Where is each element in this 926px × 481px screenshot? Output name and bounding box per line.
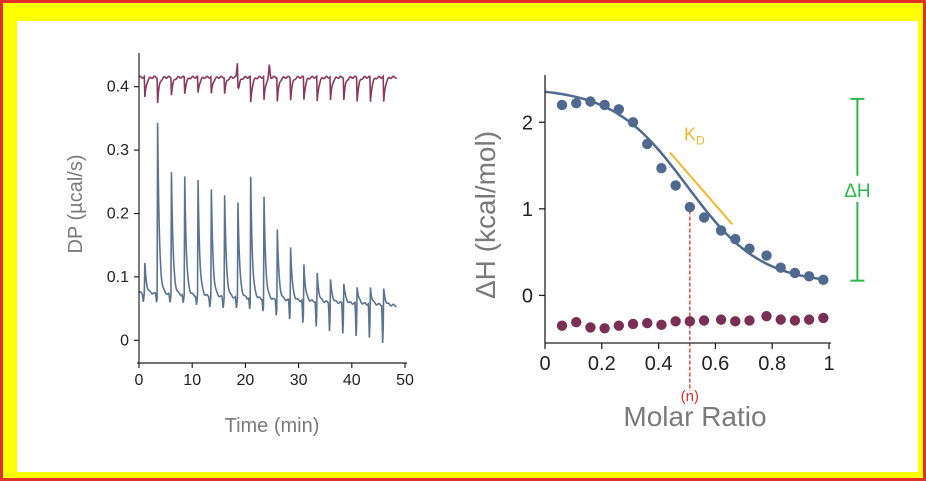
data-point-0	[715, 225, 727, 236]
data-point-1	[761, 310, 772, 322]
data-point-0	[571, 98, 582, 109]
left-x-tick-label: 40	[343, 372, 361, 389]
data-point-0	[556, 99, 568, 111]
right-x-tick-label: 0.2	[588, 353, 616, 375]
data-point-0	[803, 271, 815, 282]
left-y-tick-label: 0.2	[107, 206, 129, 223]
fit-curve	[544, 90, 824, 281]
data-point-0	[761, 250, 772, 261]
dp-trace-0	[138, 63, 398, 104]
left-x-tick-label: 50	[396, 372, 414, 389]
left-x-tick-label: 20	[237, 372, 255, 389]
right-y-tick-label: 2	[522, 112, 533, 134]
data-point-1	[571, 317, 582, 328]
data-point-1	[585, 322, 596, 333]
data-point-1	[670, 316, 681, 327]
data-point-0	[670, 180, 681, 191]
data-point-0	[744, 243, 755, 254]
dp-time-chart: 0 0.1 0.2 0.3 0.4 0 10 20 30 40 50 Time (min) DP (µc…	[65, 53, 414, 437]
data-point-1	[642, 317, 653, 329]
data-point-0	[698, 212, 710, 223]
left-y-axis-title: DP (µcal/s)	[65, 155, 87, 254]
data-point-1	[818, 312, 829, 324]
right-y-tick-label: 0	[522, 285, 533, 307]
data-point-1	[627, 318, 639, 330]
data-point-1	[744, 315, 755, 326]
kd-label: KD	[684, 125, 705, 148]
data-point-0	[599, 99, 610, 111]
n-label: (n)	[681, 388, 699, 405]
right-x-axis-title: Molar Ratio	[623, 401, 766, 432]
data-point-0	[789, 267, 801, 279]
kd-label-sub: D	[696, 134, 705, 148]
dh-label-bg	[837, 175, 878, 202]
left-x-tick-label: 30	[290, 372, 308, 389]
right-x-tick-label: 1	[823, 353, 834, 375]
dp-trace-1	[138, 122, 397, 344]
data-point-1	[789, 315, 801, 326]
left-y-tick-label: 0.1	[107, 269, 129, 286]
right-x-tick-label: 0	[539, 353, 550, 375]
left-y-tick-label: 0.3	[107, 142, 129, 159]
dh-label: ΔH	[844, 181, 870, 202]
right-y-axis-title: ΔH (kcal/mol)	[470, 131, 501, 299]
data-point-1	[730, 316, 741, 327]
data-point-0	[818, 274, 829, 286]
data-point-1	[599, 323, 610, 334]
data-point-0	[656, 162, 667, 174]
left-x-tick-label: 0	[135, 372, 144, 389]
right-y-tick-label: 1	[522, 199, 533, 221]
data-point-0	[613, 104, 625, 115]
right-x-tick-label: 0.6	[701, 353, 729, 375]
data-point-1	[684, 316, 696, 327]
figure-panel: 0 0.1 0.2 0.3 0.4 0 10 20 30 40 50 Time (min) DP (µc…	[17, 21, 918, 472]
data-point-0	[775, 262, 786, 273]
kd-slope-line	[669, 151, 734, 226]
left-y-tick-label: 0.4	[107, 79, 129, 96]
left-x-tick-label: 10	[183, 372, 201, 389]
data-point-1	[656, 319, 667, 331]
data-point-0	[627, 117, 639, 128]
right-x-tick-label: 0.8	[758, 353, 786, 375]
data-point-1	[803, 314, 815, 325]
enthalpy-molar-ratio-chart: KD ΔH (n) 0 1 2 0 0.2 0.4 0.6 0.8 1 Molar Ratio ΔH (k…	[470, 75, 878, 432]
data-point-1	[613, 320, 625, 331]
data-point-0	[684, 201, 696, 213]
left-x-axis-title: Time (min)	[225, 415, 320, 437]
data-point-0	[730, 233, 741, 245]
data-point-1	[715, 314, 727, 325]
right-x-tick-label: 0.4	[645, 353, 673, 375]
kd-label-main: K	[684, 125, 696, 145]
data-point-1	[775, 314, 786, 325]
left-y-tick-label: 0	[120, 332, 129, 349]
data-point-1	[698, 315, 710, 326]
data-point-0	[585, 96, 596, 107]
data-point-0	[642, 138, 653, 150]
data-point-1	[556, 320, 568, 331]
